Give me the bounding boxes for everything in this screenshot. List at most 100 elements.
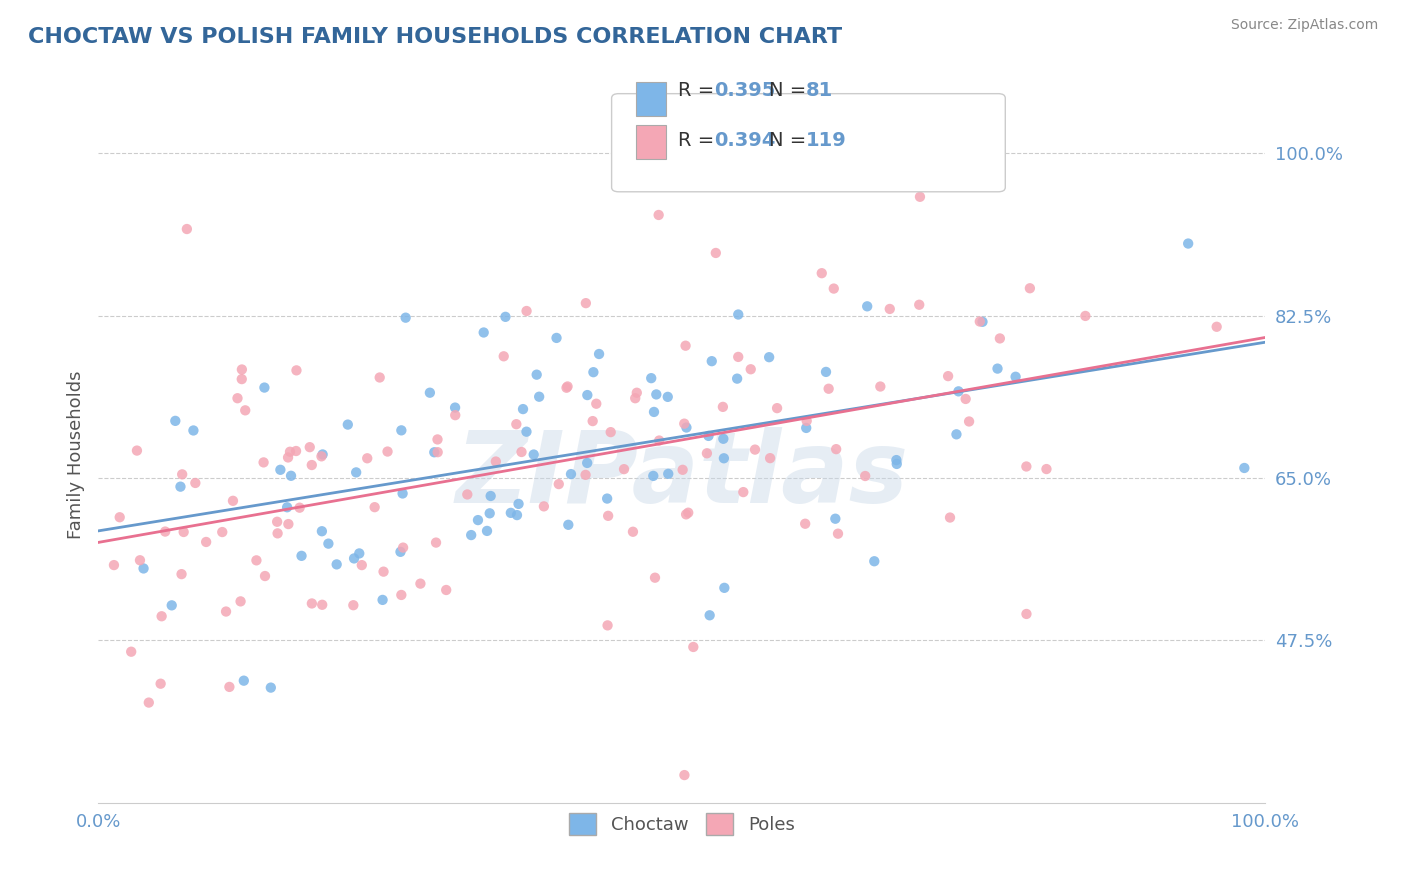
Point [814,365,837,379]
Point [740,362,762,376]
Point [696,446,718,460]
Point [1015,607,1038,621]
Point [512,402,534,417]
Point [311,447,333,461]
Text: 0.394: 0.394 [714,131,776,151]
Point [266,515,288,529]
Point [945,427,967,442]
Point [704,246,727,260]
Point [676,506,699,520]
Point [389,423,412,437]
Point [1018,281,1040,295]
Point [138,696,160,710]
Text: ZIPatlas: ZIPatlas [456,427,908,524]
Point [350,558,373,573]
Legend: Choctaw, Poles: Choctaw, Poles [562,806,801,842]
Point [467,513,489,527]
Text: N =: N = [769,131,813,151]
Point [673,417,696,431]
Point [645,387,668,401]
Point [231,362,253,376]
Point [392,541,415,555]
Point [626,385,648,400]
Point [269,463,291,477]
Point [969,314,991,328]
Point [640,371,662,385]
Point [195,535,218,549]
Point [936,369,959,384]
Point [311,450,333,464]
Point [1074,309,1097,323]
Point [794,421,817,435]
Point [475,524,498,538]
Point [266,526,288,541]
Point [546,331,568,345]
Point [879,301,901,316]
Point [672,463,695,477]
Point [955,392,977,406]
Point [796,414,818,428]
Point [817,382,839,396]
Point [301,458,323,472]
Point [700,354,723,368]
Text: 81: 81 [806,81,832,101]
Point [596,491,619,506]
Point [444,401,467,415]
Point [582,414,605,428]
Point [280,468,302,483]
Point [218,680,240,694]
Point [479,489,502,503]
Point [825,442,848,457]
Text: N =: N = [769,81,813,101]
Point [972,315,994,329]
Point [176,222,198,236]
Point [211,524,233,539]
Point [260,681,283,695]
Point [827,526,849,541]
Point [527,390,550,404]
Point [908,190,931,204]
Point [485,454,508,468]
Point [711,432,734,446]
Point [170,567,193,582]
Text: Source: ZipAtlas.com: Source: ZipAtlas.com [1230,18,1378,32]
Point [1205,319,1227,334]
Point [277,517,299,532]
Point [444,408,467,422]
Point [172,467,194,482]
Point [229,594,252,608]
Point [253,380,276,394]
Point [1004,369,1026,384]
Point [226,391,249,405]
Point [494,310,516,324]
Point [697,429,720,443]
Point [389,545,412,559]
Text: R =: R = [678,81,720,101]
Point [108,510,131,524]
Point [426,445,449,459]
Point [129,553,152,567]
Point [409,576,432,591]
Point [252,455,274,469]
Point [103,558,125,573]
Point [456,487,478,501]
Point [371,593,394,607]
Point [759,451,782,466]
Point [1015,459,1038,474]
Point [823,282,845,296]
Point [342,598,364,612]
Text: 119: 119 [806,131,846,151]
Point [599,425,621,439]
Point [555,381,578,395]
Point [169,480,191,494]
Point [699,608,721,623]
Point [711,400,734,414]
Point [478,506,501,520]
Point [598,508,620,523]
Point [423,445,446,459]
Point [986,361,1008,376]
Point [222,493,245,508]
Point [886,453,908,467]
Point [675,508,697,522]
Point [245,553,267,567]
